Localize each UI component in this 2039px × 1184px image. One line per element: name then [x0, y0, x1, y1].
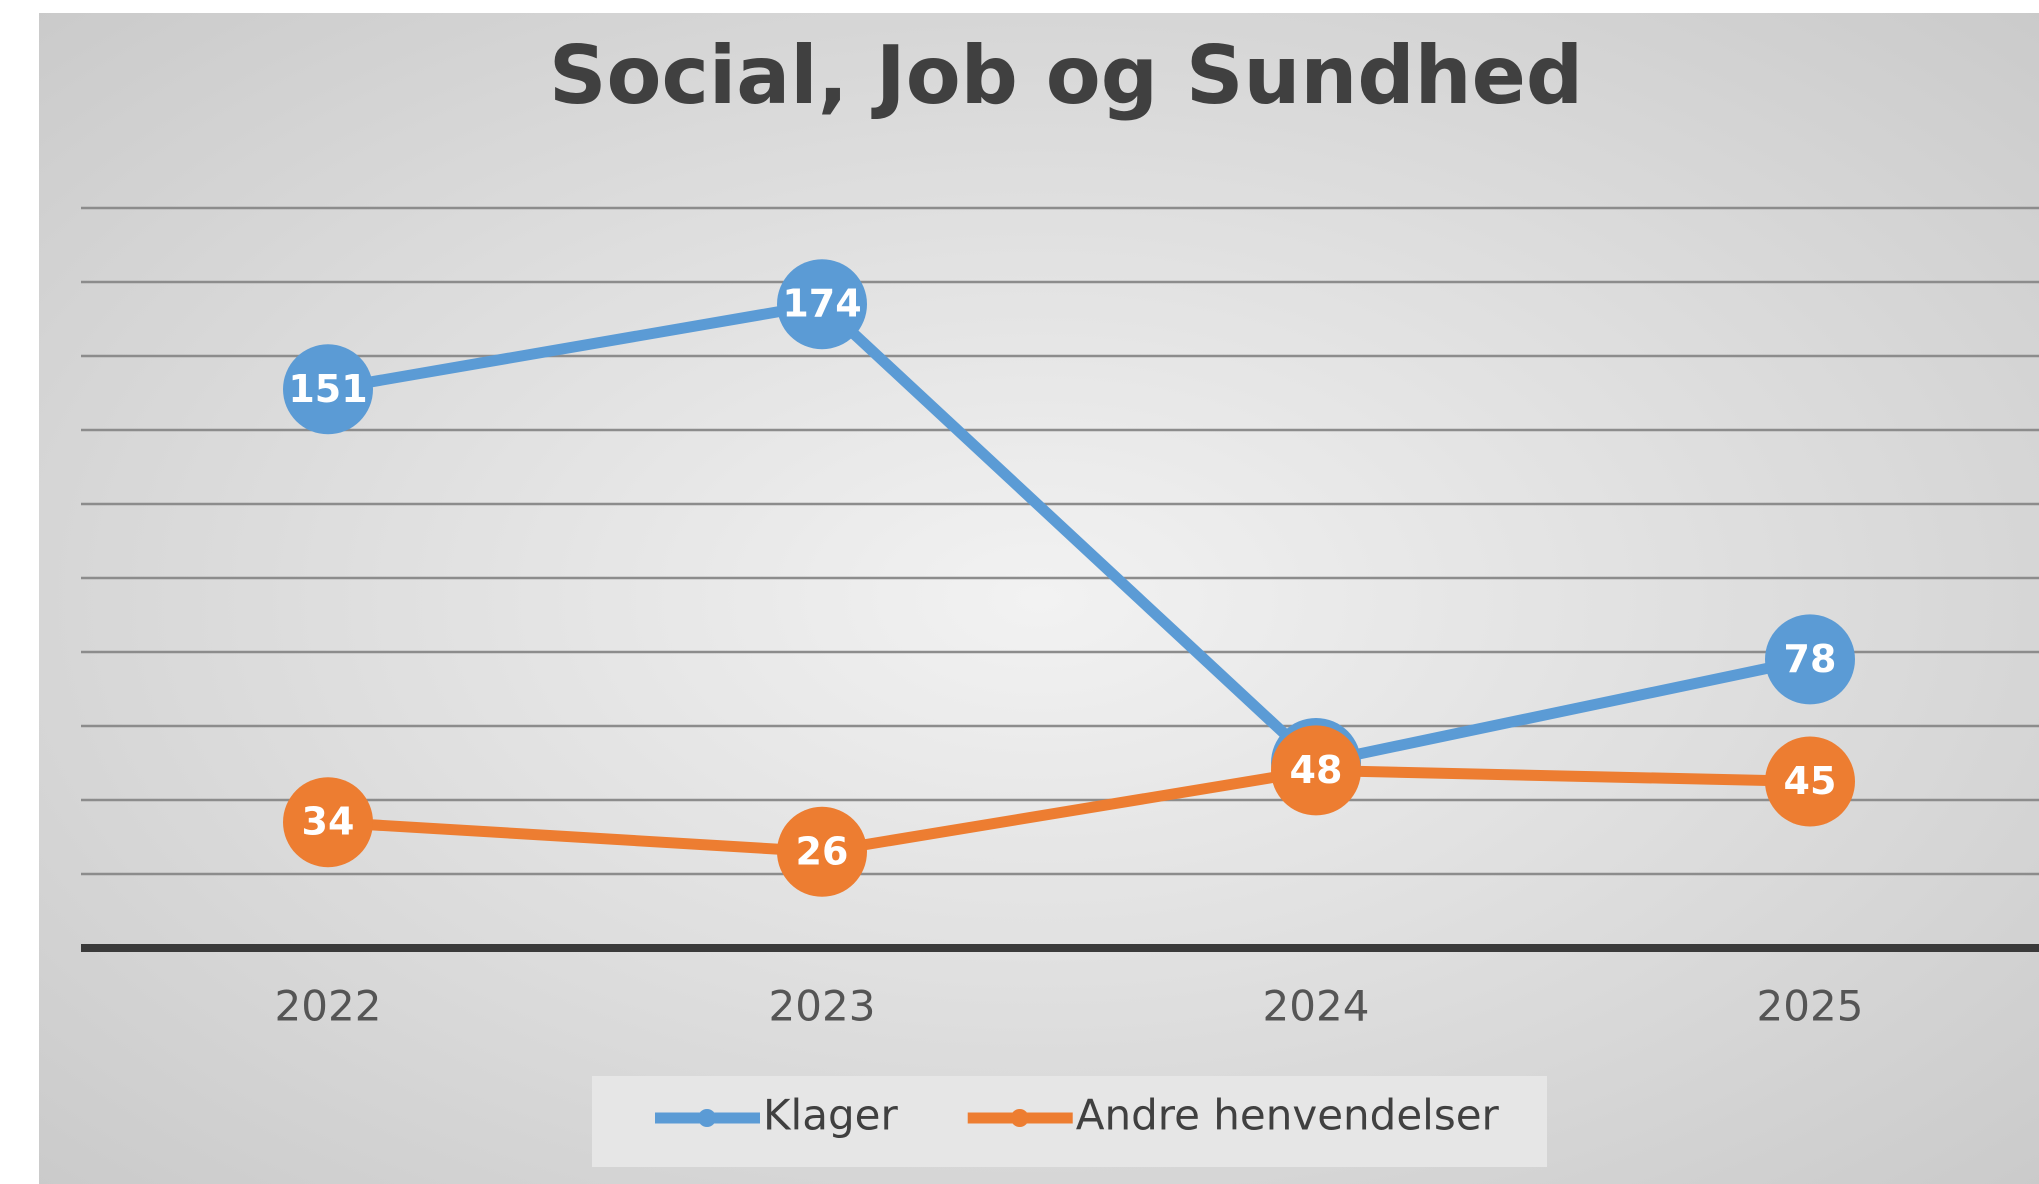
marker: [1271, 725, 1361, 816]
marker: [283, 777, 373, 868]
x-tick-label: 2022: [275, 982, 382, 1031]
marker: [1765, 736, 1855, 827]
marker: [283, 344, 373, 435]
data-label: 174: [782, 282, 861, 326]
series-line: [327, 764, 1811, 858]
x-tick-label: 2023: [769, 982, 876, 1031]
data-label: 26: [796, 829, 849, 873]
data-label: 45: [1784, 759, 1837, 803]
data-label: 34: [302, 800, 355, 844]
chart-title: Social, Job og Sundhed: [549, 29, 1583, 122]
series-line: [327, 298, 1812, 769]
legend-label: Andre henvendelser: [1076, 1091, 1500, 1140]
data-label: 48: [1290, 748, 1343, 792]
marker: [1765, 614, 1855, 705]
legend-marker: [698, 1109, 716, 1127]
marker: [777, 806, 867, 897]
x-tick-label: 2024: [1263, 982, 1370, 1031]
data-label: 78: [1784, 637, 1837, 681]
x-tick-label: 2025: [1757, 982, 1864, 1031]
legend-label: Klager: [763, 1091, 898, 1140]
marker: [777, 259, 867, 350]
data-label: 151: [288, 367, 367, 411]
legend-marker: [1010, 1109, 1029, 1127]
